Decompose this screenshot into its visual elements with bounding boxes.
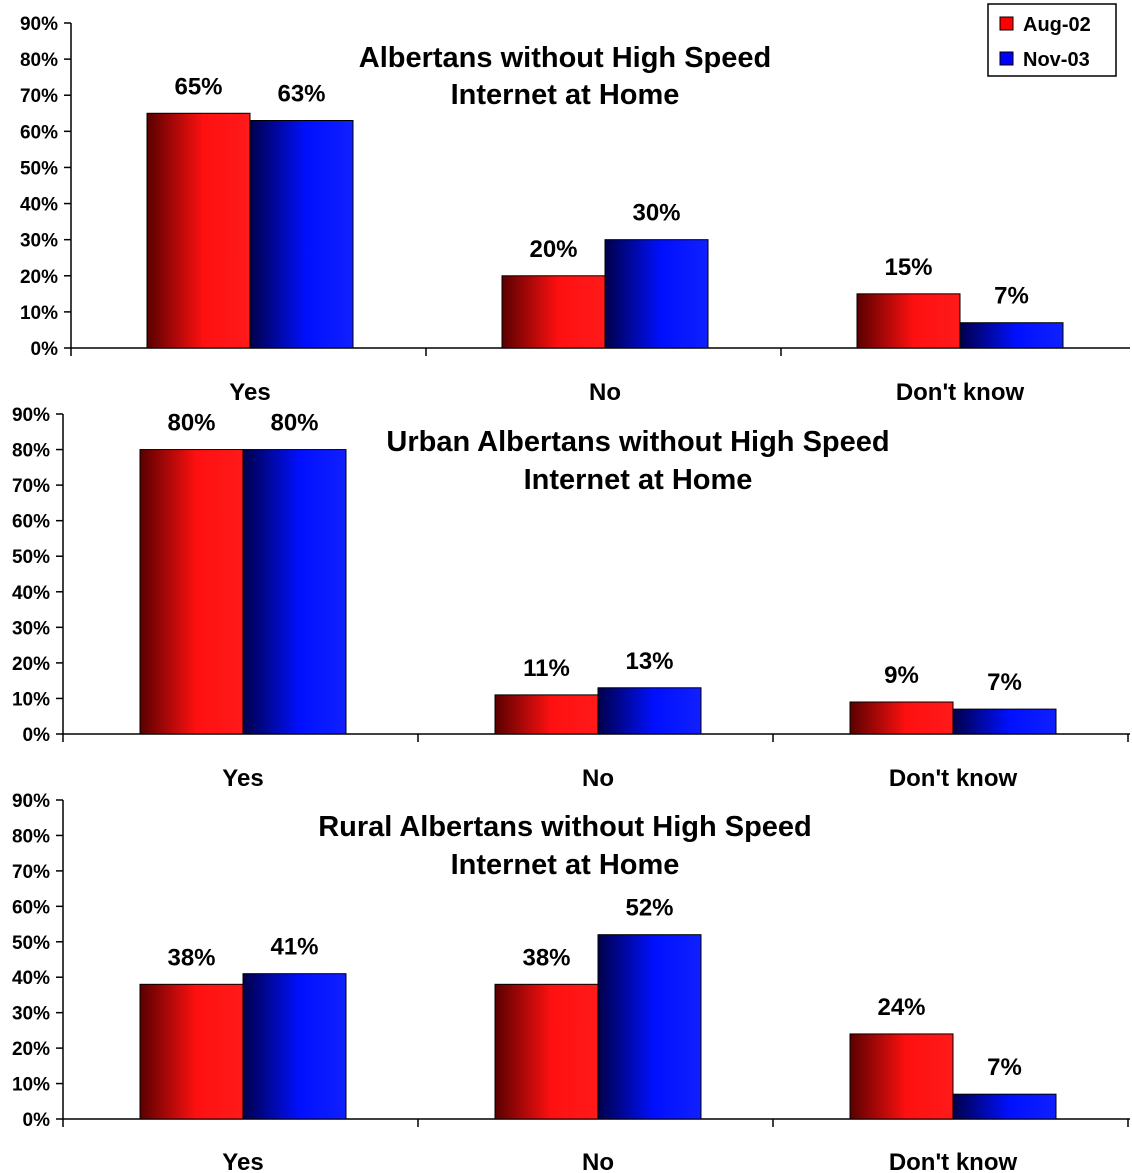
y-tick-label: 80%	[20, 50, 58, 71]
y-tick-label: 50%	[20, 158, 58, 179]
data-label: 20%	[529, 236, 577, 263]
data-label: 65%	[174, 73, 222, 100]
legend-swatch-aug-02	[999, 16, 1014, 31]
y-tick-label: 0%	[23, 725, 51, 746]
data-label: 63%	[277, 81, 325, 108]
y-tick-label: 10%	[12, 689, 50, 710]
data-label: 52%	[625, 895, 673, 922]
y-tick-label: 0%	[31, 339, 59, 360]
y-tick-label: 30%	[20, 231, 58, 252]
legend: Aug-02 Nov-03	[987, 3, 1117, 77]
y-tick-label: 60%	[12, 512, 50, 533]
category-label: Yes	[222, 1149, 263, 1173]
data-label: 7%	[987, 669, 1022, 696]
chart-title-line: Internet at Home	[451, 849, 680, 881]
data-label: 7%	[987, 1054, 1022, 1081]
chart-1: Albertans without High Speed Internet at …	[20, 14, 1130, 406]
bar-aug-02-1	[494, 983, 599, 1120]
data-label: 13%	[625, 648, 673, 675]
chart-title-line: Rural Albertans without High Speed	[318, 811, 812, 843]
charts-container: Albertans without High Speed Internet at …	[12, 14, 1130, 1173]
y-tick-label: 20%	[12, 1039, 50, 1060]
y-tick-label: 50%	[12, 933, 50, 954]
chart-title-line: Internet at Home	[451, 79, 680, 111]
bar-aug-02-1	[501, 275, 606, 349]
category-label: No	[582, 765, 614, 792]
chart-title-line: Albertans without High Speed	[359, 42, 771, 74]
y-tick-label: 60%	[12, 897, 50, 918]
bar-nov-03-0	[242, 449, 347, 735]
data-label: 9%	[884, 662, 919, 689]
data-label: 41%	[270, 934, 318, 961]
legend-label-aug-02: Aug-02	[1023, 14, 1091, 36]
y-tick-label: 40%	[12, 968, 50, 989]
legend-swatch-nov-03	[999, 51, 1014, 66]
bar-aug-02-2	[849, 701, 954, 735]
y-tick-label: 40%	[20, 195, 58, 216]
y-tick-label: 90%	[20, 14, 58, 35]
category-label: Don't know	[889, 765, 1018, 792]
bar-nov-03-1	[597, 687, 702, 735]
y-tick-label: 70%	[12, 476, 50, 497]
data-label: 80%	[270, 410, 318, 437]
y-tick-label: 0%	[23, 1110, 51, 1131]
y-tick-label: 70%	[20, 86, 58, 107]
y-tick-label: 20%	[20, 267, 58, 288]
bar-nov-03-2	[952, 708, 1057, 735]
y-tick-label: 70%	[12, 862, 50, 883]
category-label: Yes	[229, 379, 270, 406]
y-tick-label: 90%	[12, 791, 50, 812]
y-tick-label: 30%	[12, 618, 50, 639]
category-label: Don't know	[889, 1149, 1018, 1173]
bar-aug-02-1	[494, 694, 599, 735]
category-label: Yes	[222, 765, 263, 792]
bar-nov-03-2	[959, 322, 1064, 349]
y-tick-label: 10%	[20, 303, 58, 324]
bar-nov-03-0	[249, 120, 354, 349]
y-tick-label: 10%	[12, 1075, 50, 1096]
bar-aug-02-2	[849, 1033, 954, 1120]
chart-3: Rural Albertans without High Speed Intern…	[12, 791, 1130, 1173]
legend-label-nov-03: Nov-03	[1023, 49, 1090, 71]
data-label: 38%	[167, 944, 215, 971]
bar-nov-03-0	[242, 973, 347, 1120]
data-label: 11%	[523, 655, 570, 682]
y-tick-label: 90%	[12, 405, 50, 426]
bar-nov-03-1	[604, 239, 709, 349]
bar-aug-02-0	[146, 112, 251, 349]
bar-nov-03-2	[952, 1093, 1057, 1120]
data-label: 7%	[994, 283, 1029, 310]
bar-aug-02-0	[139, 449, 244, 735]
y-tick-label: 30%	[12, 1004, 50, 1025]
bar-nov-03-1	[597, 934, 702, 1120]
chart-2: Urban Albertans without High Speed Intern…	[12, 405, 1130, 792]
bar-aug-02-0	[139, 983, 244, 1120]
data-label: 24%	[877, 994, 925, 1021]
y-tick-label: 80%	[12, 826, 50, 847]
data-label: 15%	[884, 254, 932, 281]
category-label: No	[589, 379, 621, 406]
data-label: 80%	[167, 410, 215, 437]
data-label: 38%	[522, 944, 570, 971]
y-tick-label: 80%	[12, 441, 50, 462]
category-label: Don't know	[896, 379, 1025, 406]
category-label: No	[582, 1149, 614, 1173]
y-tick-label: 20%	[12, 654, 50, 675]
chart-title-line: Urban Albertans without High Speed	[386, 426, 889, 458]
chart-title-line: Internet at Home	[524, 464, 753, 496]
bar-aug-02-2	[856, 293, 961, 349]
y-tick-label: 50%	[12, 547, 50, 568]
y-tick-label: 60%	[20, 122, 58, 143]
data-label: 30%	[632, 200, 680, 227]
y-tick-label: 40%	[12, 583, 50, 604]
